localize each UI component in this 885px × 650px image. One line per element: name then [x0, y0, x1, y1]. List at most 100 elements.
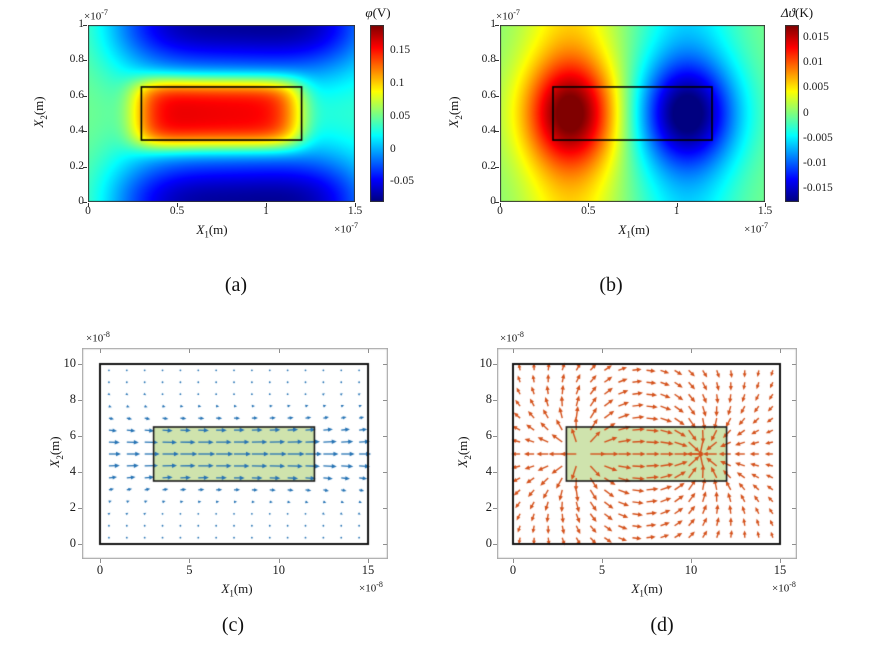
tick-mark	[495, 60, 499, 62]
caption-a: (a)	[224, 274, 248, 296]
tick-mark	[383, 472, 387, 473]
x-axis-label: X1(m)	[196, 222, 228, 240]
tick-mark	[493, 400, 497, 401]
x-axis-label: X1(m)	[618, 222, 650, 240]
caption-b: (b)	[599, 274, 623, 296]
tick-mark	[383, 400, 387, 401]
x-tick-label: 5	[598, 563, 606, 577]
tick-mark	[78, 508, 82, 509]
tick-mark	[368, 349, 370, 353]
tick-mark	[368, 559, 370, 563]
heatmap-b-canvas	[500, 25, 765, 202]
y-tick-label: 6	[69, 428, 76, 442]
y-tick-label: 0.4	[69, 124, 84, 137]
y-tick-label: 0.8	[69, 53, 84, 66]
tick-mark	[278, 559, 280, 563]
colorbar-tick-label: -0.015	[803, 182, 833, 195]
y-tick-label: 0	[69, 536, 76, 550]
tick-mark	[83, 166, 87, 168]
quiver-d-canvas	[497, 348, 797, 559]
y-tick-label: 1	[490, 18, 496, 30]
y-exponent-label: ×10-7	[84, 8, 108, 23]
colorbar-tick-label: 0.15	[390, 44, 411, 57]
y-axis-label: X2(m)	[446, 96, 464, 128]
y-tick-label: 10	[479, 356, 493, 370]
colorbar-tick-label: 0.1	[390, 77, 405, 89]
x-exponent-label: ×10-8	[359, 580, 383, 595]
x-exponent-label: ×10-7	[744, 221, 768, 236]
x-tick-label: 1.5	[757, 205, 773, 217]
tick-mark	[177, 203, 178, 207]
tick-mark	[100, 349, 101, 353]
colorbar-tick-label: 0.05	[390, 109, 411, 122]
y-tick-label: 0.2	[481, 159, 496, 172]
tick-mark	[676, 203, 678, 207]
x-tick-label: 1	[673, 205, 680, 217]
tick-mark	[278, 349, 280, 353]
y-tick-label: 10	[63, 356, 77, 370]
x-tick-label: 15	[361, 563, 375, 577]
colorbar-title: Δϑ(K)	[780, 5, 814, 20]
tick-mark	[493, 436, 497, 437]
tick-mark	[78, 472, 82, 473]
tick-mark	[792, 364, 796, 365]
y-tick-label: 0.6	[69, 88, 84, 101]
x-tick-label: 0	[509, 563, 517, 577]
tick-mark	[495, 25, 499, 26]
colorbar-a-canvas	[370, 25, 384, 202]
tick-mark	[513, 559, 514, 563]
x-tick-label: 1	[263, 205, 269, 217]
tick-mark	[78, 436, 82, 437]
y-tick-label: 2	[485, 500, 492, 514]
tick-mark	[383, 544, 387, 545]
caption-c: (c)	[221, 614, 245, 636]
y-tick-label: 2	[69, 500, 76, 514]
x-exponent-label: ×10-8	[772, 580, 796, 595]
y-exponent-label: ×10-7	[496, 8, 520, 23]
tick-mark	[383, 364, 387, 365]
x-tick-label: 10	[272, 563, 285, 577]
tick-mark	[78, 400, 82, 401]
tick-mark	[78, 544, 82, 545]
tick-mark	[495, 202, 499, 203]
x-tick-label: 0.5	[581, 205, 596, 217]
tick-mark	[588, 203, 590, 207]
tick-mark	[780, 349, 781, 353]
colorbar-title: φ(V)	[365, 5, 391, 20]
x-tick-label: 0	[96, 563, 104, 577]
tick-mark	[100, 559, 101, 563]
x-tick-label: 1.5	[347, 205, 363, 217]
y-exponent-label: ×10-8	[86, 330, 110, 345]
y-tick-label: 0	[490, 195, 496, 207]
tick-mark	[792, 400, 796, 401]
tick-mark	[500, 203, 501, 207]
tick-mark	[383, 436, 387, 437]
heatmap-a-canvas	[88, 25, 355, 202]
tick-mark	[83, 95, 87, 97]
y-tick-label: 0.8	[481, 53, 496, 66]
colorbar-tick-label: 0.015	[803, 30, 829, 43]
tick-mark	[765, 203, 766, 207]
tick-mark	[383, 508, 387, 509]
tick-mark	[189, 559, 191, 563]
colorbar-tick-label: 0	[803, 106, 809, 119]
tick-mark	[83, 25, 87, 26]
tick-mark	[495, 131, 499, 133]
tick-mark	[495, 166, 499, 168]
y-tick-label: 0	[485, 536, 492, 550]
y-tick-label: 0.4	[481, 124, 496, 137]
x-tick-label: 0	[85, 205, 91, 217]
y-tick-label: 8	[69, 392, 76, 406]
colorbar-tick-label: 0.005	[803, 81, 829, 94]
tick-mark	[355, 203, 356, 207]
y-exponent-label: ×10-8	[500, 330, 524, 345]
quiver-c-canvas	[82, 348, 388, 559]
tick-mark	[602, 349, 603, 353]
tick-mark	[792, 508, 796, 509]
tick-mark	[493, 508, 497, 509]
tick-mark	[513, 349, 514, 353]
caption-d: (d)	[650, 614, 674, 636]
y-axis-label: X2(m)	[31, 96, 49, 128]
y-tick-label: 0.6	[481, 88, 496, 101]
